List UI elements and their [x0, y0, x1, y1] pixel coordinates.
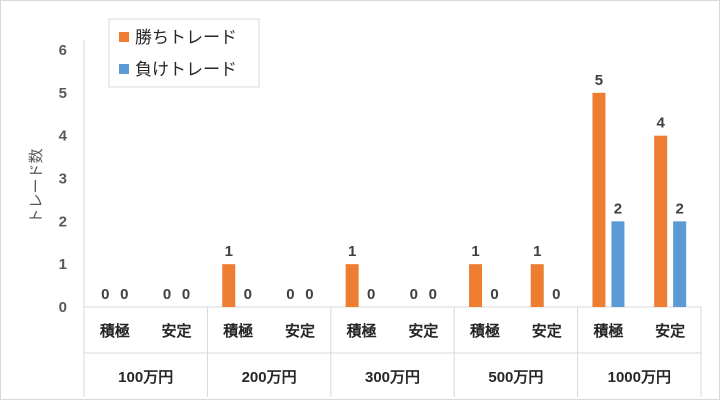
bar-loss	[611, 221, 625, 307]
data-label-win: 1	[225, 243, 233, 260]
data-label-loss: 0	[429, 286, 437, 303]
data-label-loss: 0	[305, 286, 313, 303]
data-label-win: 1	[533, 243, 541, 260]
y-tick-label: 1	[59, 256, 67, 273]
category-label: 安定	[162, 322, 192, 340]
category-label: 安定	[408, 322, 438, 340]
legend-swatch-win	[119, 32, 129, 42]
category-label: 積極	[346, 322, 377, 340]
data-label-win: 0	[410, 286, 418, 303]
bar-win	[345, 264, 359, 307]
bar-win	[654, 135, 668, 307]
bar-win	[222, 264, 236, 307]
bars	[222, 92, 687, 307]
data-label-loss: 0	[244, 286, 252, 303]
y-tick-label: 3	[59, 171, 67, 188]
x-axis-categories: 積極 安定 積極 安定 積極 安定 積極 安定 積極 安定	[99, 322, 685, 340]
legend-box	[108, 18, 260, 88]
category-label: 積極	[99, 322, 130, 340]
data-label-win: 0	[101, 286, 109, 303]
x-axis-groups: 100万円 200万円 300万円 500万円 1000万円	[118, 369, 671, 386]
group-label: 500万円	[488, 369, 543, 386]
axes	[83, 40, 702, 397]
data-label-loss: 0	[490, 286, 498, 303]
data-label-win: 4	[656, 115, 665, 132]
data-label-win: 0	[163, 286, 171, 303]
bar-win	[592, 92, 606, 307]
data-label-loss: 0	[552, 286, 560, 303]
category-label: 積極	[469, 322, 500, 340]
category-label: 安定	[655, 322, 685, 340]
category-label: 積極	[222, 322, 253, 340]
y-tick-label: 5	[59, 85, 67, 102]
y-axis-ticks: 0 1 2 3 4 5 6	[59, 42, 68, 316]
data-label-win: 5	[595, 72, 603, 89]
data-label-loss: 0	[182, 286, 190, 303]
data-label-win: 0	[286, 286, 294, 303]
bar-win	[530, 264, 544, 307]
data-label-win: 1	[348, 243, 356, 260]
data-label-loss: 2	[675, 200, 683, 217]
group-label: 100万円	[118, 369, 173, 386]
group-label: 300万円	[365, 369, 420, 386]
bar-win	[469, 264, 483, 307]
legend: 勝ちトレード 負けトレード	[108, 18, 260, 88]
y-tick-label: 4	[59, 128, 68, 145]
category-label: 安定	[285, 322, 315, 340]
category-label: 安定	[532, 322, 562, 340]
group-label: 200万円	[242, 369, 297, 386]
data-label-win: 1	[471, 243, 479, 260]
category-label: 積極	[592, 322, 623, 340]
legend-swatch-loss	[119, 64, 129, 74]
group-label: 1000万円	[608, 369, 671, 386]
data-label-loss: 0	[120, 286, 128, 303]
bar-loss	[673, 221, 687, 307]
legend-label-loss: 負けトレード	[135, 60, 237, 79]
y-axis-label: トレード数	[28, 148, 45, 223]
data-label-loss: 0	[367, 286, 375, 303]
y-tick-label: 2	[59, 213, 67, 230]
data-label-loss: 2	[614, 200, 622, 217]
y-tick-label: 6	[59, 42, 67, 59]
legend-label-win: 勝ちトレード	[135, 28, 237, 47]
y-tick-label: 0	[59, 299, 67, 316]
